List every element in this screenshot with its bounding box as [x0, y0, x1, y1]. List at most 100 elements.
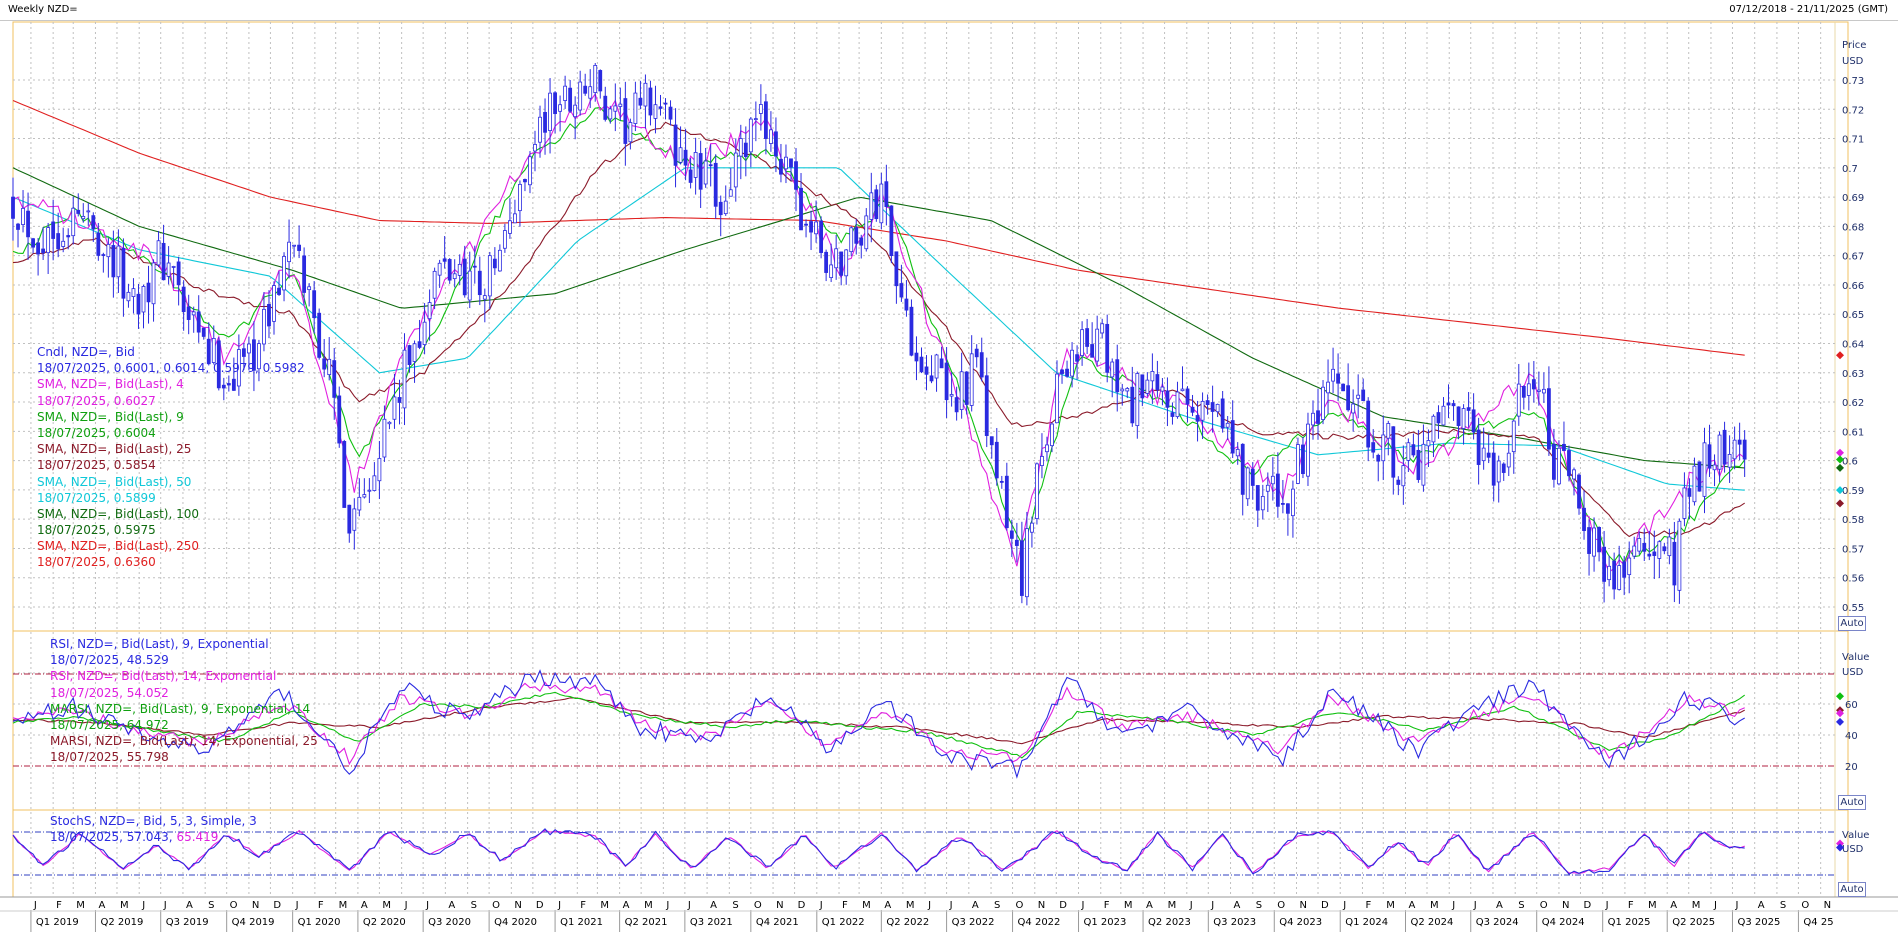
- rsi-auto-button[interactable]: Auto: [1838, 795, 1866, 810]
- candle-body: [1215, 403, 1220, 413]
- candle-body: [287, 241, 291, 263]
- candle-body: [1100, 323, 1105, 334]
- candle-body: [984, 375, 989, 436]
- candle-body: [939, 358, 944, 369]
- month-label: A: [1146, 900, 1153, 911]
- month-label: A: [972, 900, 979, 911]
- month-label: M: [600, 900, 609, 911]
- stoch-panel-border: [12, 809, 1849, 898]
- candle-body: [688, 169, 693, 183]
- candle-body: [899, 283, 904, 298]
- candle-body: [1311, 412, 1315, 426]
- month-label: J: [1081, 900, 1085, 911]
- candle-body: [1516, 383, 1521, 417]
- candle-body: [1110, 361, 1115, 378]
- candle-body: [894, 251, 899, 287]
- candle-body: [859, 237, 864, 246]
- month-label: J: [927, 900, 931, 911]
- candle-body: [693, 152, 698, 178]
- stoch-legend: StochS, NZD=, Bid, 5, 3, Simple, 3 18/07…: [50, 813, 257, 845]
- stoch-axis-unit: USD: [1842, 844, 1864, 855]
- candle-body: [974, 348, 979, 358]
- price-auto-button[interactable]: Auto: [1838, 616, 1866, 631]
- price-tick-label: 0.73: [1842, 76, 1864, 87]
- candle-body: [407, 345, 412, 365]
- marsi-14-line: [12, 697, 1745, 745]
- candle-body: [81, 215, 86, 220]
- candle-body: [1461, 408, 1466, 429]
- month-label: F: [1104, 900, 1110, 911]
- candle-body: [1080, 329, 1085, 356]
- candle-body: [26, 210, 30, 238]
- quarter-label: Q2 2023: [1148, 917, 1191, 928]
- quarter-label: Q2 2020: [363, 917, 406, 928]
- candle-body: [723, 200, 728, 215]
- candle-body: [1301, 444, 1305, 475]
- rsi-legend-label: MARSI, NZD=, Bid(Last), 14, Exponential,…: [50, 734, 318, 749]
- price-tick-label: 0.7: [1842, 164, 1858, 175]
- candle-body: [1070, 349, 1074, 377]
- month-label: A: [1670, 900, 1677, 911]
- month-label: N: [776, 900, 783, 911]
- rsi-legend-value: 18/07/2025, 64.972: [50, 717, 169, 732]
- candle-body: [1291, 488, 1295, 517]
- candle-body: [1180, 388, 1185, 392]
- quarter-label: Q2 2021: [625, 917, 668, 928]
- month-label: O: [492, 900, 500, 911]
- candle-body: [221, 384, 226, 389]
- price-tick-label: 0.72: [1842, 105, 1864, 116]
- month-label: A: [1758, 900, 1765, 911]
- candle-body: [191, 311, 196, 316]
- candle-body: [784, 156, 788, 170]
- month-label: M: [1430, 900, 1439, 911]
- price-legend-value: 18/07/2025, 0.5899: [37, 490, 156, 505]
- candle-body: [979, 352, 984, 378]
- month-label: O: [1277, 900, 1285, 911]
- price-tick-label: 0.63: [1842, 369, 1864, 380]
- candle-body: [563, 85, 568, 101]
- candle-body: [1672, 541, 1677, 586]
- candle-body: [1587, 527, 1591, 554]
- month-label: A: [186, 900, 193, 911]
- candle-body: [1541, 388, 1546, 394]
- candle-body: [126, 291, 131, 302]
- month-label: O: [1016, 900, 1024, 911]
- candle-body: [1416, 449, 1421, 480]
- price-tick-label: 0.66: [1842, 281, 1864, 292]
- candle-body: [11, 196, 15, 219]
- price-tick-label: 0.67: [1842, 252, 1864, 263]
- price-legend: Cndl, NZD=, Bid 18/07/2025, 0.6001, 0.601…: [37, 344, 305, 571]
- stoch-auto-button[interactable]: Auto: [1838, 882, 1866, 897]
- candle-body: [1275, 473, 1280, 507]
- month-label: D: [1583, 900, 1591, 911]
- rsi-legend-label: MARSI, NZD=, Bid(Last), 9, Exponential, …: [50, 701, 311, 716]
- month-label: J: [163, 900, 167, 911]
- month-label: S: [994, 900, 1000, 911]
- month-label: J: [557, 900, 561, 911]
- month-label: A: [1408, 900, 1415, 911]
- candle-body: [262, 308, 266, 345]
- candle-body: [216, 340, 221, 389]
- candle-body: [322, 358, 327, 370]
- quarter-label: Q4 2020: [494, 917, 537, 928]
- candle-body: [392, 396, 397, 420]
- candle-body: [267, 303, 271, 327]
- candle-body: [1245, 467, 1250, 500]
- price-legend-value: 18/07/2025, 0.5975: [37, 523, 156, 538]
- candle-body: [829, 264, 834, 278]
- price-axis-title: Price: [1842, 40, 1866, 51]
- candle-body: [497, 249, 502, 272]
- candle-body: [131, 288, 136, 297]
- month-label: M: [1692, 900, 1701, 911]
- candle-body: [683, 149, 688, 166]
- candle-body: [66, 235, 71, 238]
- candle-body: [1692, 465, 1697, 503]
- candle-body: [1331, 368, 1335, 382]
- rsi-marker: [1836, 709, 1844, 718]
- candle-body: [156, 240, 161, 266]
- candle-body: [412, 343, 417, 362]
- rsi-tick-label: 40: [1845, 731, 1858, 742]
- candle-body: [794, 161, 798, 190]
- candle-body: [1722, 429, 1727, 465]
